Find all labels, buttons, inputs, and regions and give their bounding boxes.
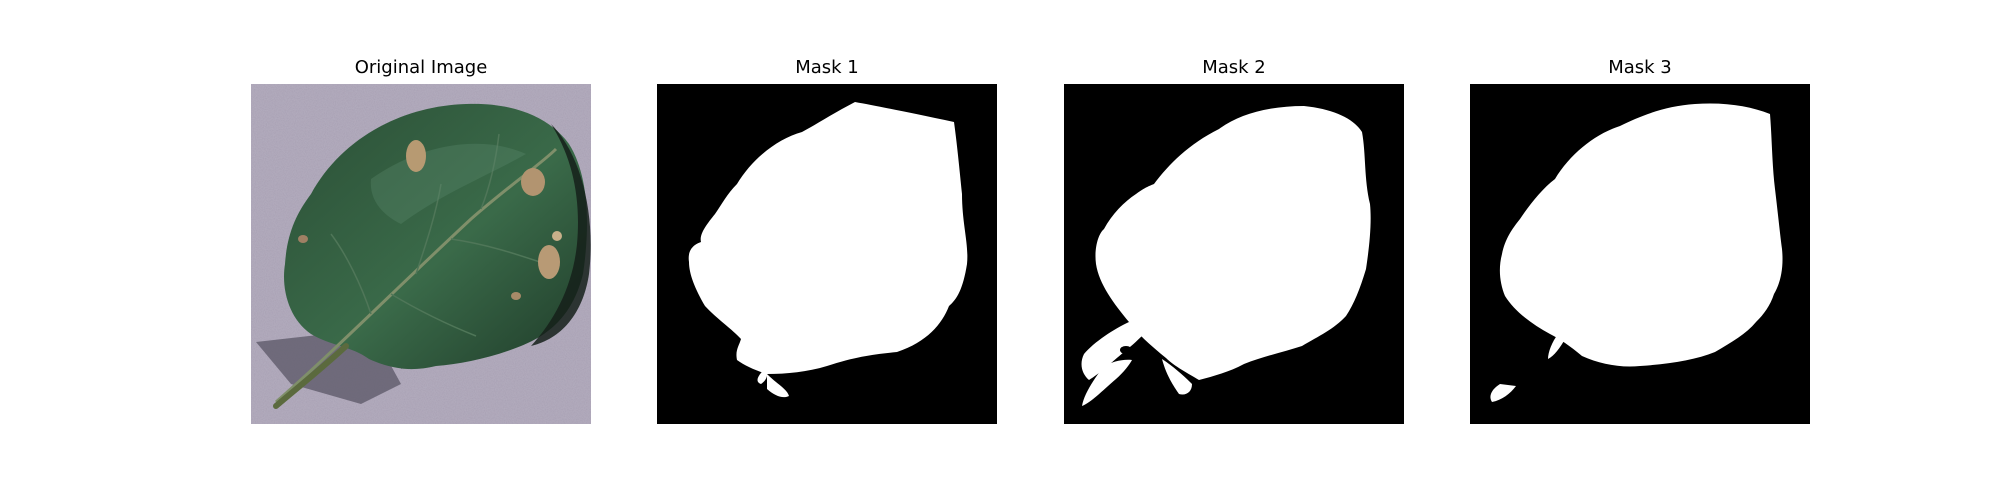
mask-3-image xyxy=(1470,84,1810,424)
panel-title-mask-3: Mask 3 xyxy=(1608,57,1672,78)
mask-2-image xyxy=(1064,84,1404,424)
panel-title-mask-1: Mask 1 xyxy=(795,57,859,78)
mask-1-image xyxy=(657,84,997,424)
panel-title-mask-2: Mask 2 xyxy=(1202,57,1266,78)
panel-title-original: Original Image xyxy=(354,57,488,78)
original-leaf-photo xyxy=(251,84,591,424)
